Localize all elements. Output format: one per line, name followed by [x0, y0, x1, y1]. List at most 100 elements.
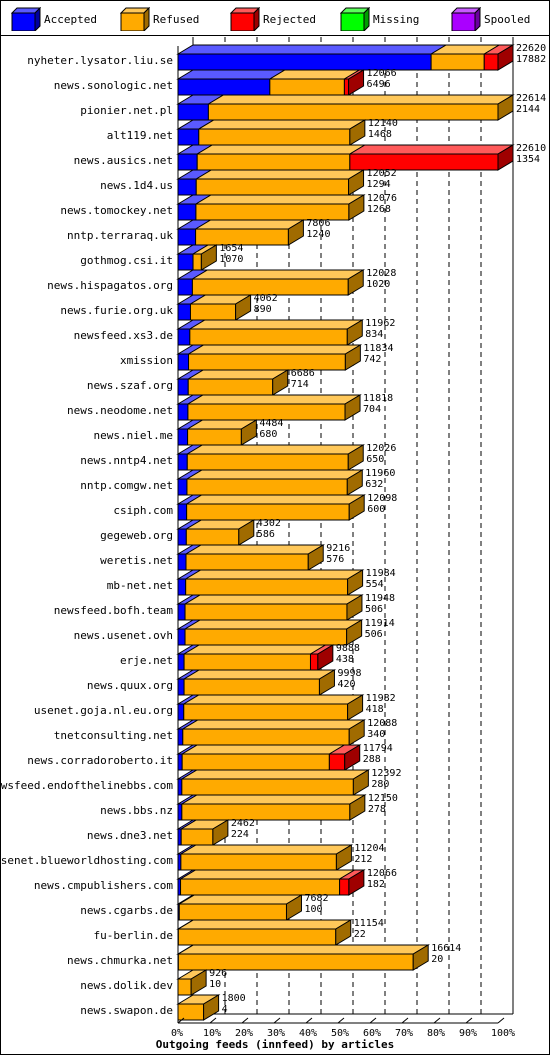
bar-segment-rejected-side [348, 69, 365, 96]
legend-swatch-rejected [230, 7, 260, 31]
site-label: erje.net [120, 654, 173, 667]
site-label: news.corradoroberto.it [27, 754, 173, 767]
x-tick-label: 30% [267, 1028, 285, 1039]
bar-segment-refused-top [186, 369, 290, 380]
bar-segment-refused [186, 453, 349, 471]
bar-total-label: 22614 [516, 93, 546, 104]
bar-accepted-label: 288 [363, 754, 381, 765]
bar-accepted-label: 890 [254, 304, 272, 315]
bar-segment-refused-side [344, 394, 361, 421]
bar-segment-refused [198, 128, 351, 146]
bar-accepted-label: 2144 [516, 104, 540, 115]
site-label: news.nntp4.net [80, 454, 173, 467]
x-tick-label: 70% [395, 1028, 413, 1039]
bar-accepted-label: 17882 [516, 54, 546, 65]
site-label: news.cmpublishers.com [34, 879, 173, 892]
bar-total-label: 12392 [371, 768, 401, 779]
bar-segment-accepted [177, 378, 189, 396]
bar-segment-refused-top [186, 344, 363, 355]
x-tick [337, 1017, 345, 1024]
bar-segment-refused [182, 728, 350, 746]
bar-segment-refused-top [176, 919, 353, 930]
site-label: news.1d4.us [100, 179, 173, 192]
bar-segment-refused-side [203, 994, 220, 1021]
x-tick [209, 1017, 217, 1024]
bar-segment-accepted [177, 753, 183, 771]
site-label: news.sonologic.net [54, 79, 173, 92]
bar-segment-refused-top [193, 219, 306, 230]
bar-accepted-label: 280 [371, 779, 389, 790]
legend-swatch-accepted [11, 7, 41, 31]
bar-accepted-label: 834 [365, 329, 383, 340]
bar-accepted-label: 680 [259, 429, 277, 440]
bar-accepted-label: 586 [257, 529, 275, 540]
bar-segment-refused-side [335, 919, 352, 946]
x-tick-label: 40% [299, 1028, 317, 1039]
bar-segment-refused-top [179, 844, 354, 855]
site-label: news.dne3.net [87, 829, 173, 842]
x-tick [241, 1017, 249, 1024]
bar-segment-refused-top [206, 94, 515, 105]
site-label: news.bbs.nz [100, 804, 173, 817]
legend-label: Missing [373, 13, 420, 26]
bar-total-label: 22610 [516, 143, 546, 154]
bar-segment-accepted [177, 403, 189, 421]
bar-total-label: 11948 [365, 593, 395, 604]
bar-segment-refused-top [182, 669, 337, 680]
x-tick [305, 1017, 313, 1024]
x-tick-label: 0% [171, 1028, 183, 1039]
bar-segment-refused-side [349, 794, 366, 821]
site-label: news.furie.org.uk [60, 304, 173, 317]
bar-accepted-label: 340 [367, 729, 385, 740]
bar-segment-refused-top [185, 469, 365, 480]
bar-segment-refused [186, 478, 348, 496]
x-tick [433, 1017, 441, 1024]
bar-segment-accepted [177, 78, 271, 96]
bar-segment-refused-side [352, 769, 369, 796]
bar-segment-rejected [328, 753, 346, 771]
bar-segment-refused [183, 678, 320, 696]
bar-segment-accepted [177, 578, 187, 596]
site-label: news.ausics.net [74, 154, 173, 167]
bar-segment-refused-side [346, 619, 363, 646]
bar-total-label: 11984 [366, 568, 396, 579]
site-label: news.usenet.ovh [74, 629, 173, 642]
legend-label: Rejected [263, 13, 316, 26]
bar-total-label: 11982 [366, 693, 396, 704]
bar-segment-refused-top [183, 569, 365, 580]
bar-total-label: 6686 [291, 368, 315, 379]
bar-accepted-label: 278 [368, 804, 386, 815]
bar-accepted-label: 1020 [366, 279, 390, 290]
bar-accepted-label: 554 [366, 579, 384, 590]
legend-swatch-spooled [451, 7, 481, 31]
bar-total-label: 1654 [219, 243, 243, 254]
bar-segment-refused [183, 703, 349, 721]
bar-segment-refused [195, 178, 350, 196]
bar-segment-refused-top [182, 644, 328, 655]
site-label: news.swapon.de [80, 1004, 173, 1017]
bar-segment-refused-side [497, 94, 514, 121]
site-label: news.quux.org [87, 679, 173, 692]
bar-total-label: 7682 [304, 893, 328, 904]
legend-label: Refused [153, 13, 200, 26]
site-label: nyheter.lysator.liu.se [27, 54, 173, 67]
bar-segment-accepted [177, 803, 183, 821]
bar-accepted-label: 6496 [367, 79, 391, 90]
x-tick-label: 50% [331, 1028, 349, 1039]
legend: Accepted Refused Rejected Missing Spooled [1, 1, 549, 36]
site-label: tnetconsulting.net [54, 729, 173, 742]
bar-segment-refused-side [348, 494, 365, 521]
bar-segment-refused-side [347, 444, 364, 471]
bar-total-label: 12140 [368, 118, 398, 129]
x-tick-label: 90% [459, 1028, 477, 1039]
bar-total-label: 16614 [431, 943, 461, 954]
bar-segment-accepted [177, 478, 188, 496]
bar-segment-rejected-top [348, 144, 515, 155]
bar-segment-refused-side [346, 469, 363, 496]
bar-segment-accepted [177, 703, 185, 721]
bar-segment-refused-top [180, 769, 371, 780]
bar-segment-refused-side [348, 719, 365, 746]
bar-segment-refused-side [212, 819, 229, 846]
site-label: news.neodome.net [67, 404, 173, 417]
bar-segment-accepted [177, 353, 190, 371]
